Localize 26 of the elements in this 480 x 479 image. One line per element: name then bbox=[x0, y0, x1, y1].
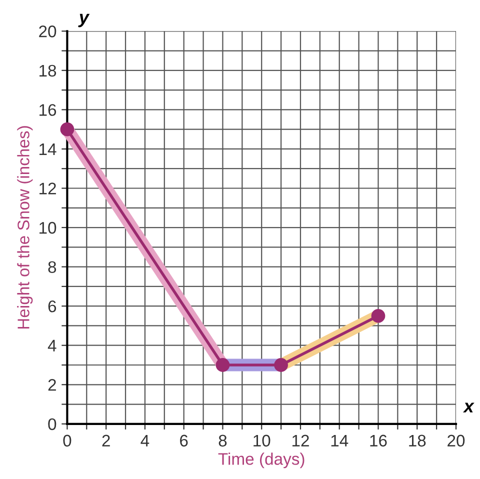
text: x bbox=[462, 402, 474, 412]
y-tick-label: 8 bbox=[48, 261, 56, 274]
y-tick-label: 20 bbox=[39, 26, 56, 38]
x-tick-label: 18 bbox=[409, 434, 426, 447]
y-axis-title: Height of the Snow (inches) bbox=[17, 126, 33, 329]
y-tick-label: 0 bbox=[48, 418, 56, 430]
x-tick-label: 6 bbox=[180, 434, 188, 447]
x-tick-label: 8 bbox=[218, 434, 227, 447]
x-tick-label: 20 bbox=[448, 434, 465, 447]
x-tick-label: 14 bbox=[331, 434, 348, 446]
x-axis-title: Time (days) bbox=[218, 452, 304, 468]
y-tick-label: 16 bbox=[40, 104, 56, 116]
x-tick-label: 4 bbox=[140, 434, 150, 446]
x-tick-label: 2 bbox=[102, 434, 110, 446]
y-tick-label: 18 bbox=[40, 64, 56, 77]
y-tick-label: 10 bbox=[40, 222, 56, 234]
y-tick-label: 6 bbox=[48, 300, 56, 312]
x-tick-label: 0 bbox=[63, 434, 72, 447]
y-tick-label: 2 bbox=[48, 379, 56, 391]
x-tick-label: 12 bbox=[292, 434, 309, 446]
y-tick-label: 12 bbox=[40, 182, 56, 194]
text: y bbox=[78, 14, 90, 28]
y-tick-label: 14 bbox=[40, 144, 56, 156]
y-tick-label: 4 bbox=[48, 340, 56, 352]
x-tick-label: 16 bbox=[370, 434, 387, 447]
x-tick-label: 10 bbox=[254, 434, 270, 447]
